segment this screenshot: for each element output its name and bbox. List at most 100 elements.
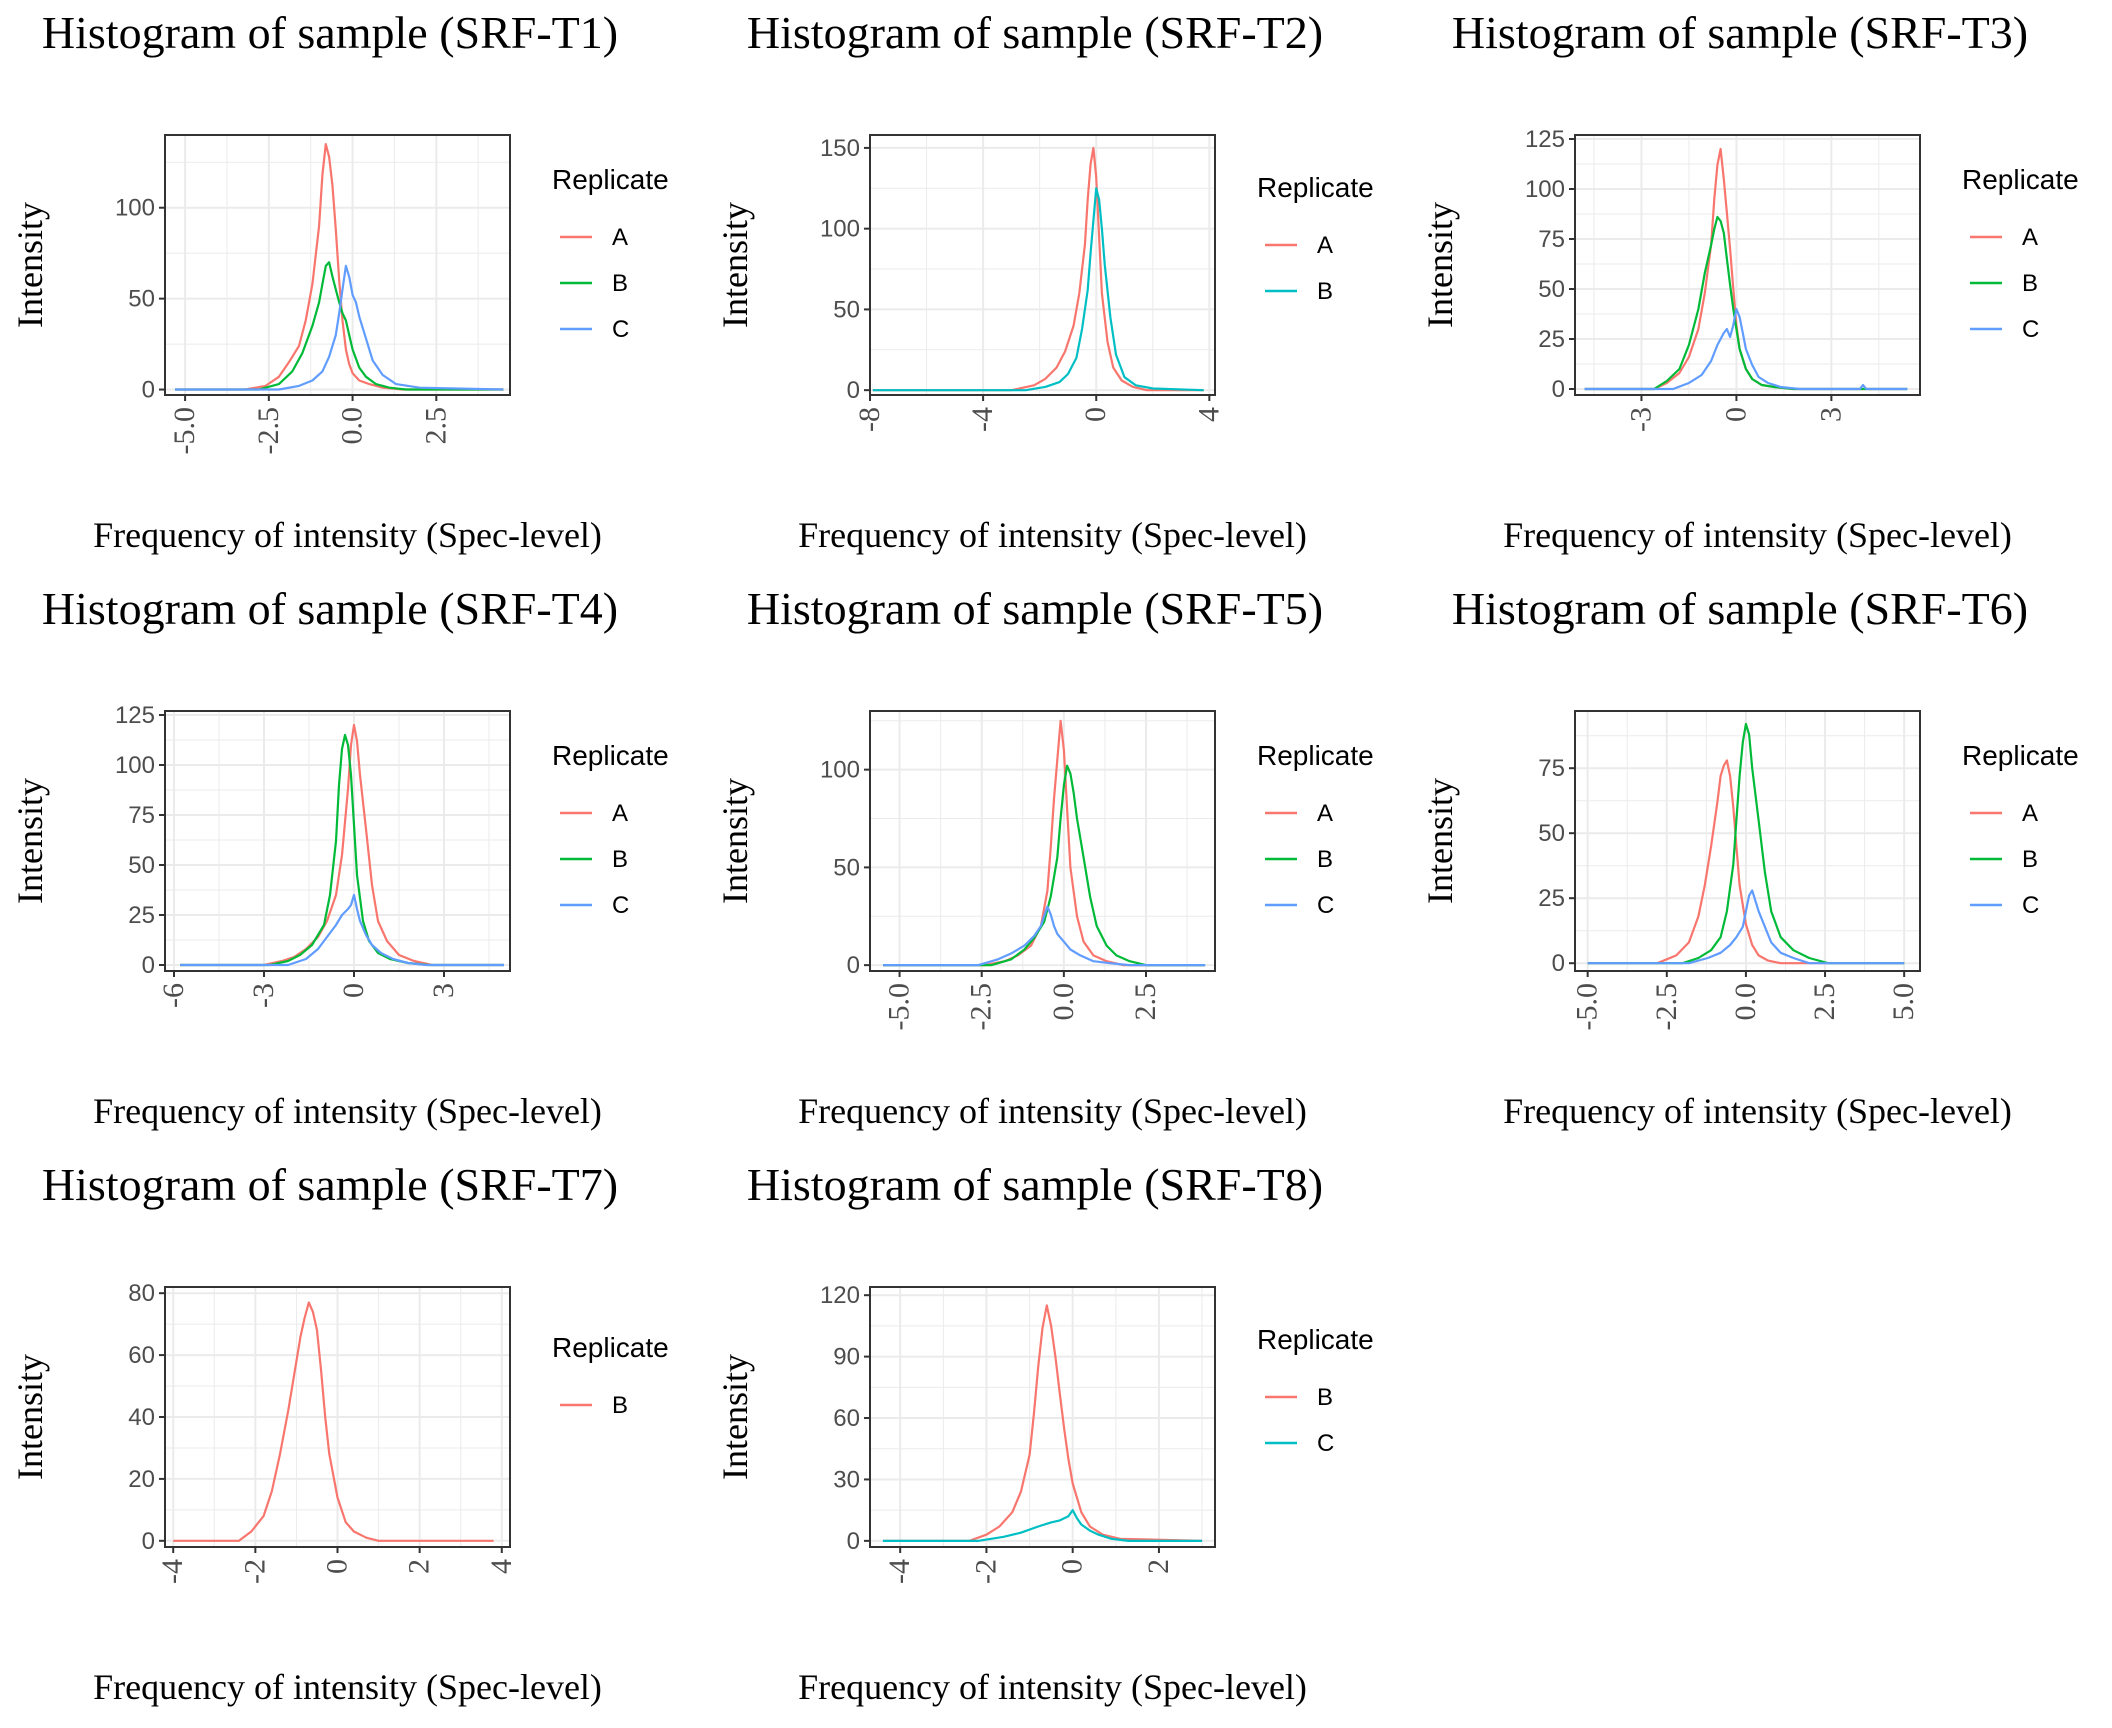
legend-label: C [1317, 892, 1334, 919]
x-tick-label: 0 [1056, 1559, 1089, 1574]
panel-border [869, 134, 1216, 396]
y-tick-label: 100 [1525, 176, 1565, 203]
y-tick-label: 20 [128, 1466, 155, 1493]
legend-label: A [2022, 800, 2038, 827]
x-axis-title: Frequency of intensity (Spec-level) [93, 1091, 602, 1131]
panel-border [869, 1286, 1216, 1548]
series-line-C [883, 905, 1206, 967]
series-line-A [1587, 759, 1905, 965]
series-line-C [180, 893, 504, 967]
y-tick-label: 50 [128, 286, 155, 313]
x-tick-label: -5.0 [168, 407, 201, 455]
x-tick-label: -6 [157, 983, 190, 1008]
chart-title: Histogram of sample (SRF-T5) [747, 583, 1323, 634]
y-axis-title: Intensity [1420, 202, 1460, 328]
y-tick-label: 100 [820, 757, 860, 784]
legend-title: Replicate [552, 1332, 669, 1363]
legend-label: A [1317, 800, 1333, 827]
x-axis-title: Frequency of intensity (Spec-level) [1503, 515, 2012, 555]
series-line-A [872, 146, 1204, 392]
x-tick-label: 3 [427, 983, 460, 998]
x-axis-title: Frequency of intensity (Spec-level) [93, 1667, 602, 1707]
plot-panel [165, 711, 510, 971]
x-tick-label: 4 [485, 1559, 518, 1574]
chart-panel-8: Histogram of sample (SRF-T8) 0 30 60 90 120 -4… [715, 1159, 1374, 1707]
plot-panel [870, 711, 1215, 971]
y-tick-label: 60 [833, 1405, 860, 1432]
y-tick-label: 0 [1552, 376, 1565, 403]
legend-label: B [612, 1392, 628, 1419]
y-tick-label: 0 [1552, 950, 1565, 977]
legend-title: Replicate [552, 740, 669, 771]
x-tick-label: -2 [238, 1559, 271, 1584]
x-tick-label: 2.5 [1808, 983, 1841, 1021]
legend-label: C [612, 892, 629, 919]
legend-label: B [612, 270, 628, 297]
y-tick-label: 75 [128, 802, 155, 829]
series-line-C [1584, 307, 1908, 391]
plot-panel [870, 135, 1215, 395]
chart-panel-4: Histogram of sample (SRF-T4) 0 25 50 75 100 12… [10, 583, 669, 1131]
x-tick-label: 0 [321, 1559, 354, 1574]
y-tick-label: 150 [820, 135, 860, 162]
chart-panel-6: Histogram of sample (SRF-T6) 0 25 50 75 -5.0 -… [1420, 583, 2079, 1131]
x-axis-title: Frequency of intensity (Spec-level) [1503, 1091, 2012, 1131]
y-tick-label: 25 [1538, 326, 1565, 353]
series-line-B [1587, 722, 1905, 965]
y-tick-label: 100 [115, 752, 155, 779]
legend-title: Replicate [1962, 164, 2079, 195]
x-tick-label: 0.0 [1047, 983, 1080, 1021]
x-tick-label: 4 [1192, 407, 1225, 422]
legend-title: Replicate [1257, 1324, 1374, 1355]
x-tick-label: 0.0 [1729, 983, 1762, 1021]
legend-label: C [1317, 1430, 1334, 1457]
y-tick-label: 40 [128, 1404, 155, 1431]
series-line-B [175, 261, 504, 391]
legend-title: Replicate [552, 164, 669, 195]
x-tick-label: -5.0 [883, 983, 916, 1031]
x-tick-label: 0 [1719, 407, 1752, 422]
chart-title: Histogram of sample (SRF-T3) [1452, 7, 2028, 58]
panel-border [869, 710, 1216, 972]
chart-title: Histogram of sample (SRF-T8) [747, 1159, 1323, 1210]
x-tick-label: -4 [156, 1559, 189, 1584]
y-tick-label: 120 [820, 1282, 860, 1309]
y-axis-title: Intensity [715, 202, 755, 328]
series-line-B [872, 187, 1204, 392]
y-tick-label: 25 [1538, 885, 1565, 912]
legend-label: C [2022, 316, 2039, 343]
series-line-A [180, 723, 504, 967]
y-tick-label: 125 [1525, 126, 1565, 153]
panel-border [164, 134, 511, 396]
y-tick-label: 30 [833, 1466, 860, 1493]
legend-label: B [2022, 846, 2038, 873]
chart-panel-5: Histogram of sample (SRF-T5) 0 50 100 -5.0 -2… [715, 583, 1374, 1131]
x-axis-title: Frequency of intensity (Spec-level) [93, 515, 602, 555]
y-tick-label: 25 [128, 902, 155, 929]
y-tick-label: 125 [115, 702, 155, 729]
legend-label: A [1317, 232, 1333, 259]
panel-border [1574, 134, 1921, 396]
y-axis-title: Intensity [10, 202, 50, 328]
legend-label: C [612, 316, 629, 343]
series-line-B [180, 733, 504, 967]
y-tick-label: 80 [128, 1280, 155, 1307]
legend-label: A [612, 800, 628, 827]
x-tick-label: 2.5 [1129, 983, 1162, 1021]
x-tick-label: -2.5 [252, 407, 285, 455]
y-tick-label: 100 [115, 195, 155, 222]
y-tick-label: 0 [847, 1528, 860, 1555]
series-line-C [175, 264, 504, 391]
y-tick-label: 90 [833, 1344, 860, 1371]
chart-title: Histogram of sample (SRF-T6) [1452, 583, 2028, 634]
legend-label: A [2022, 224, 2038, 251]
x-axis-title: Frequency of intensity (Spec-level) [798, 1667, 1307, 1707]
chart-title: Histogram of sample (SRF-T1) [42, 7, 618, 58]
x-tick-label: 2.5 [419, 407, 452, 445]
panel-border [164, 710, 511, 972]
y-tick-label: 50 [1538, 820, 1565, 847]
panel-border [1574, 710, 1921, 972]
legend-label: B [612, 846, 628, 873]
